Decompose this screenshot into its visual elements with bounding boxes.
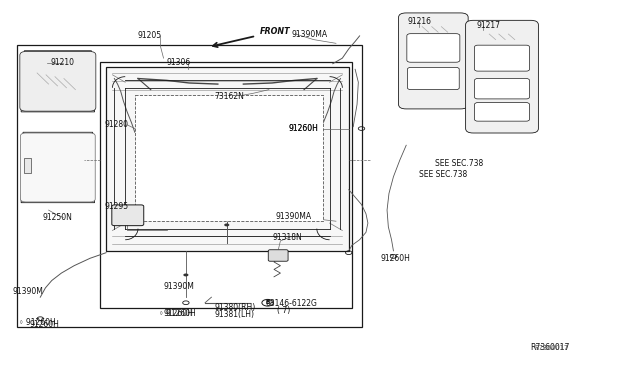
Bar	[17, 45, 362, 327]
Polygon shape	[135, 95, 323, 221]
Text: 73162N: 73162N	[214, 92, 244, 101]
Text: 91250N: 91250N	[42, 213, 72, 222]
Bar	[100, 62, 352, 308]
Text: FRONT: FRONT	[259, 27, 290, 36]
Circle shape	[183, 273, 188, 276]
Polygon shape	[21, 132, 95, 203]
Text: SEE SEC.738: SEE SEC.738	[419, 170, 467, 179]
Text: 91380(RH): 91380(RH)	[214, 303, 256, 312]
FancyBboxPatch shape	[20, 133, 95, 202]
FancyBboxPatch shape	[268, 250, 288, 261]
Text: ( 7): ( 7)	[277, 306, 291, 315]
Text: R7360017: R7360017	[531, 343, 570, 352]
Text: 91260H: 91260H	[164, 310, 193, 318]
Text: 91295: 91295	[105, 202, 129, 211]
Text: 91260H: 91260H	[29, 321, 60, 330]
Text: B: B	[266, 300, 269, 305]
FancyBboxPatch shape	[20, 51, 96, 111]
FancyBboxPatch shape	[112, 205, 144, 226]
Text: ◦ 91260H: ◦ 91260H	[159, 309, 196, 318]
Text: 91381(LH): 91381(LH)	[214, 311, 255, 320]
Text: 91260H: 91260H	[381, 254, 410, 263]
Text: 91280: 91280	[105, 121, 129, 129]
Text: 91390MA: 91390MA	[275, 212, 312, 221]
Circle shape	[262, 299, 273, 306]
Text: 91306: 91306	[167, 58, 191, 67]
FancyBboxPatch shape	[407, 34, 460, 62]
Polygon shape	[106, 67, 349, 251]
FancyBboxPatch shape	[399, 13, 468, 109]
Text: 91390MA: 91390MA	[291, 29, 328, 39]
Text: 91216: 91216	[408, 17, 431, 26]
Text: R7360017: R7360017	[534, 345, 568, 351]
Text: SEE SEC.738: SEE SEC.738	[435, 159, 483, 168]
FancyBboxPatch shape	[466, 20, 538, 133]
Text: ◦ 91260H: ◦ 91260H	[19, 318, 55, 327]
FancyBboxPatch shape	[474, 45, 529, 71]
Text: 08146-6122G: 08146-6122G	[266, 299, 317, 308]
Text: 91390M: 91390M	[164, 282, 195, 291]
Text: 91390M: 91390M	[12, 287, 43, 296]
FancyBboxPatch shape	[408, 67, 460, 90]
Text: 91260H: 91260H	[288, 124, 318, 133]
Text: 91210: 91210	[51, 58, 74, 67]
FancyBboxPatch shape	[474, 103, 529, 121]
Circle shape	[224, 224, 229, 227]
Text: 91260H: 91260H	[288, 124, 318, 133]
Text: 91318N: 91318N	[272, 232, 302, 242]
Text: 91217: 91217	[476, 22, 500, 31]
Text: 91205: 91205	[138, 31, 162, 41]
Bar	[24, 158, 31, 173]
Polygon shape	[21, 51, 95, 112]
FancyBboxPatch shape	[474, 78, 529, 99]
